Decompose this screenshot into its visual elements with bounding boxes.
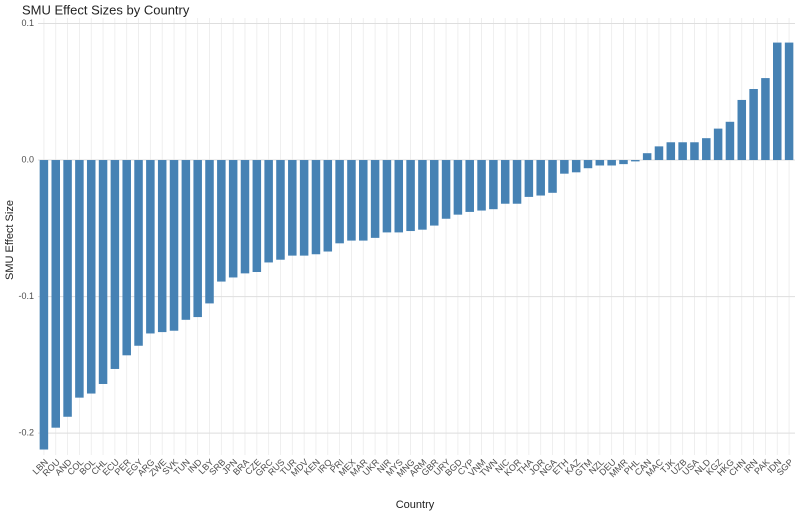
bar xyxy=(702,138,711,161)
bar xyxy=(110,160,120,369)
bar xyxy=(311,160,321,255)
bar xyxy=(86,160,96,394)
bar xyxy=(560,160,569,174)
bar xyxy=(205,160,214,304)
bar xyxy=(465,160,474,212)
bar xyxy=(500,160,510,204)
bar xyxy=(335,160,344,244)
bar xyxy=(583,160,593,169)
bar xyxy=(122,160,131,356)
bar xyxy=(548,160,557,193)
bar xyxy=(181,160,191,320)
bar xyxy=(134,160,143,346)
bar xyxy=(240,160,250,274)
bar xyxy=(690,142,699,161)
bar xyxy=(512,160,522,204)
bar xyxy=(146,160,155,334)
bar xyxy=(666,142,676,161)
chart-title: SMU Effect Sizes by Country xyxy=(22,2,190,17)
bar xyxy=(288,160,297,256)
bar xyxy=(477,160,486,211)
bar xyxy=(595,160,605,166)
bar xyxy=(347,160,356,241)
bar xyxy=(536,160,545,196)
bar xyxy=(193,160,202,318)
bar xyxy=(642,153,652,161)
bar xyxy=(453,160,463,215)
bar xyxy=(63,160,72,417)
bar xyxy=(406,160,415,232)
bar xyxy=(784,42,794,161)
bar xyxy=(761,78,770,161)
bar xyxy=(217,160,226,282)
bar xyxy=(631,160,640,162)
bar xyxy=(725,121,735,161)
y-tick-label: -0.1 xyxy=(18,291,34,301)
bar xyxy=(252,160,262,273)
bar xyxy=(713,128,723,161)
bar xyxy=(429,160,439,226)
bar xyxy=(276,160,285,260)
bar xyxy=(524,160,534,197)
bar xyxy=(39,160,49,450)
y-tick-label: 0.1 xyxy=(21,18,34,28)
bar xyxy=(98,160,108,384)
bar xyxy=(157,160,167,333)
bar xyxy=(678,142,687,161)
bar xyxy=(323,160,333,252)
bar xyxy=(299,160,309,256)
bar xyxy=(394,160,404,233)
bar xyxy=(737,99,747,161)
bar xyxy=(264,160,273,263)
y-axis-title: SMU Effect Size xyxy=(4,200,16,280)
bar xyxy=(489,160,498,210)
bar xyxy=(654,146,664,161)
bar xyxy=(619,160,628,165)
bar xyxy=(169,160,179,331)
bar xyxy=(359,160,368,241)
bar xyxy=(607,160,616,166)
bar xyxy=(749,89,758,161)
bar xyxy=(571,160,581,173)
y-tick-label: -0.2 xyxy=(18,428,34,438)
bar xyxy=(75,160,84,398)
bar xyxy=(51,160,61,428)
bar xyxy=(370,160,380,238)
x-axis-title: Country xyxy=(396,499,435,511)
y-tick-label: 0.0 xyxy=(21,154,34,164)
bar xyxy=(418,160,427,230)
bar xyxy=(382,160,392,233)
bar xyxy=(441,160,451,219)
bar xyxy=(228,160,238,278)
bar xyxy=(772,42,782,161)
